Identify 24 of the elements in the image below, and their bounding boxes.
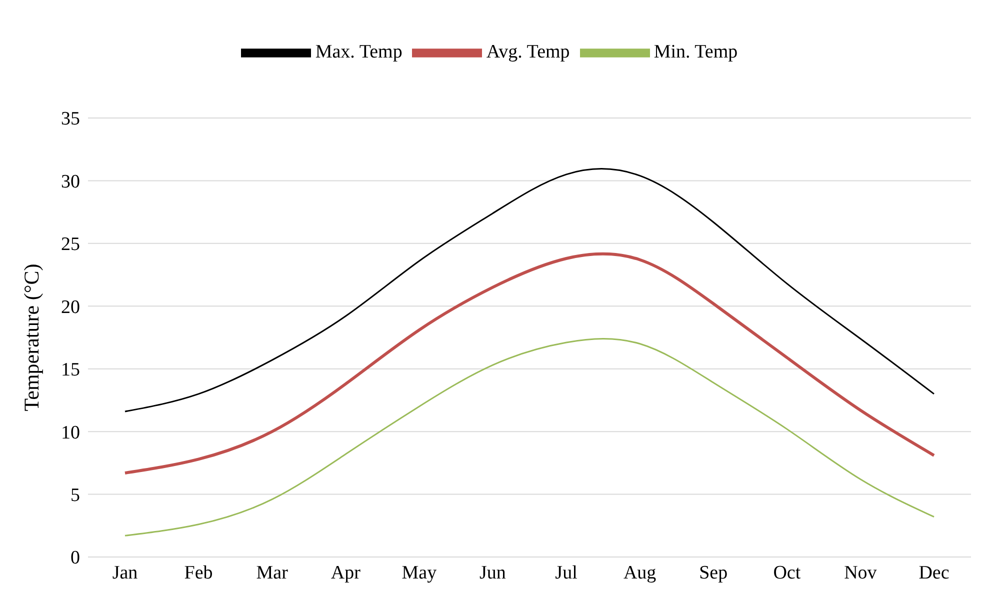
legend-label: Avg. Temp (486, 41, 570, 62)
x-tick-label: Aug (623, 562, 657, 584)
x-tick-label: Dec (918, 562, 950, 584)
y-tick-label: 0 (70, 548, 80, 569)
legend-label: Min. Temp (654, 41, 738, 62)
x-tick-label: Jan (112, 562, 138, 584)
x-tick-label: May (402, 562, 438, 584)
y-tick-label: 15 (61, 360, 80, 381)
y-tick-label: 25 (61, 234, 80, 256)
x-tick-label: Jun (480, 562, 506, 584)
y-tick-label: 30 (61, 171, 80, 192)
y-tick-label: 20 (61, 296, 80, 318)
y-tick-label: 10 (61, 422, 80, 444)
x-tick-label: Mar (256, 562, 289, 584)
legend-label: Max. Temp (315, 41, 402, 62)
y-tick-label: 35 (61, 108, 80, 130)
x-tick-label: Nov (844, 562, 878, 584)
x-tick-label: Oct (773, 562, 802, 584)
x-tick-label: Jul (555, 562, 578, 584)
x-tick-label: Apr (330, 562, 362, 584)
x-tick-label: Sep (699, 562, 728, 584)
x-tick-label: Feb (184, 562, 213, 584)
y-tick-label: 5 (70, 485, 80, 506)
y-axis-title: Temperature (°C) (19, 264, 44, 412)
